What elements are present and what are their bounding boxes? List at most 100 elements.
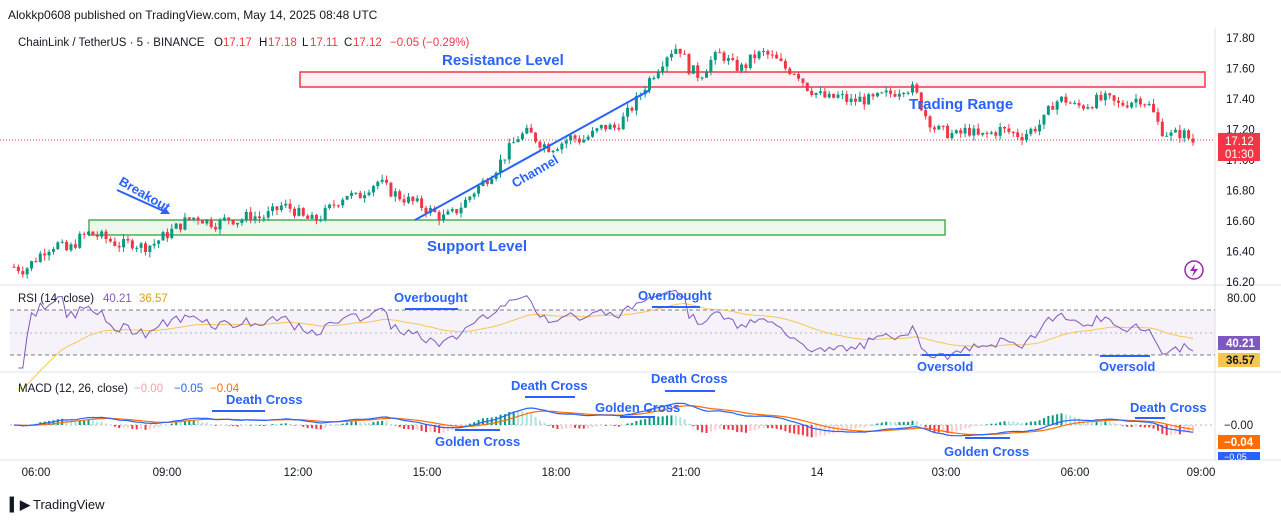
macd-hist-bar: [205, 422, 208, 425]
macd-hist-bar: [1143, 425, 1146, 428]
candle-body: [902, 92, 906, 94]
candle-body: [547, 144, 551, 153]
macd-hist-bar: [490, 417, 493, 425]
macd-hist-bar: [701, 425, 704, 433]
macd-hist-bar: [1108, 421, 1111, 425]
candle-body: [402, 199, 406, 203]
macd-hist-bar: [955, 425, 958, 432]
candle-body: [1077, 103, 1081, 106]
macd-hist-bar: [468, 423, 471, 425]
rsi-badge-2: [1218, 353, 1260, 367]
macd-hist-bar: [100, 421, 103, 425]
macd-hist-bar: [771, 425, 774, 429]
macd-hist-bar: [911, 420, 914, 425]
candle-body: [555, 149, 559, 151]
macd-hist-bar: [56, 419, 59, 425]
candle-body: [214, 226, 218, 230]
candle-body: [599, 124, 603, 129]
macd-hist-bar: [622, 425, 625, 426]
macd-hist-bar: [1117, 424, 1120, 425]
replay-icon[interactable]: [1184, 260, 1204, 280]
macd-hist-bar: [639, 419, 642, 425]
candle-body: [398, 191, 402, 200]
macd-hist-bar: [245, 425, 248, 426]
candle-body: [818, 91, 822, 94]
candle-body: [1007, 128, 1011, 132]
breakout-arrowhead: [160, 207, 170, 214]
macd-hist-bar: [1148, 425, 1151, 428]
candle-body: [165, 232, 169, 239]
channel-label: Channel: [509, 152, 561, 191]
rsi-value-2: 36.57: [139, 293, 168, 305]
macd-hist-bar: [683, 419, 686, 425]
candle-body: [827, 93, 831, 98]
macd-hist-bar: [547, 425, 550, 426]
macd-hist-bar: [227, 425, 230, 426]
candle-body: [437, 212, 441, 221]
candle-body: [981, 132, 985, 135]
macd-hist-bar: [183, 420, 186, 425]
candle-body: [459, 207, 463, 214]
macd-golden-label-2: Golden Cross: [595, 400, 680, 415]
candle-body: [586, 136, 590, 140]
macd-hist-bar: [262, 425, 265, 427]
time-axis-tick: 09:00: [153, 467, 182, 479]
macd-hist-bar: [503, 414, 506, 425]
candle-body: [91, 231, 95, 235]
candle-body: [38, 253, 42, 262]
macd-hist-bar: [350, 421, 353, 425]
candle-body: [406, 196, 410, 203]
candle-body: [678, 48, 682, 54]
macd-hist-bar: [337, 424, 340, 426]
price-axis-tick: 16.20: [1226, 277, 1255, 289]
macd-hist-bar: [617, 425, 620, 427]
ohlc-c-value: 17.12: [353, 37, 382, 49]
candle-body: [284, 203, 288, 206]
macd-hist-bar: [630, 423, 633, 425]
candle-body: [363, 195, 367, 199]
candle-body: [691, 65, 695, 74]
candle-body: [529, 127, 533, 133]
macd-hist-bar: [591, 425, 594, 428]
macd-hist-bar: [166, 425, 169, 426]
macd-hist-bar: [740, 425, 743, 433]
macd-hist-bar: [223, 425, 226, 426]
candle-body: [380, 179, 384, 182]
macd-hist-bar: [806, 425, 809, 437]
macd-hist-bar: [1126, 425, 1129, 427]
candle-body: [652, 78, 656, 80]
candle-body: [472, 193, 476, 197]
candle-body: [797, 74, 801, 79]
candle-body: [503, 159, 507, 161]
rsi-line: [18, 289, 1194, 369]
ohlc-l-value: 17.11: [310, 37, 338, 49]
macd-hist-bar: [254, 425, 257, 426]
macd-hist-bar: [517, 411, 520, 425]
macd-hist-bar: [604, 425, 607, 426]
rsi-axis-top: 80.00: [1227, 293, 1256, 305]
candle-body: [34, 261, 38, 263]
macd-hist-bar: [766, 425, 769, 429]
macd-hist-bar: [534, 416, 537, 425]
candle-body: [328, 204, 332, 209]
candle-body: [411, 196, 415, 202]
macd-hist-bar: [880, 422, 883, 425]
macd-hist-bar: [736, 425, 739, 432]
macd-hist-bar: [302, 425, 305, 427]
candle-body: [775, 54, 779, 59]
macd-badge-1-text: −0.00: [1224, 420, 1253, 432]
macd-hist-bar: [1029, 421, 1032, 425]
support-zone: [88, 219, 946, 236]
candle-body: [512, 142, 516, 144]
price-axis-tick: 17.60: [1226, 64, 1255, 76]
price-axis-tick: 17.40: [1226, 94, 1255, 106]
candle-body: [941, 125, 945, 127]
candle-body: [862, 96, 866, 105]
macd-hist-bar: [1078, 418, 1081, 425]
macd-hist-bar: [1056, 414, 1059, 425]
resistance-label: Resistance Level: [442, 52, 564, 69]
candle-body: [805, 82, 809, 91]
macd-hist-bar: [284, 423, 287, 425]
macd-death-label-1: Death Cross: [226, 392, 303, 407]
candle-body: [507, 143, 511, 160]
